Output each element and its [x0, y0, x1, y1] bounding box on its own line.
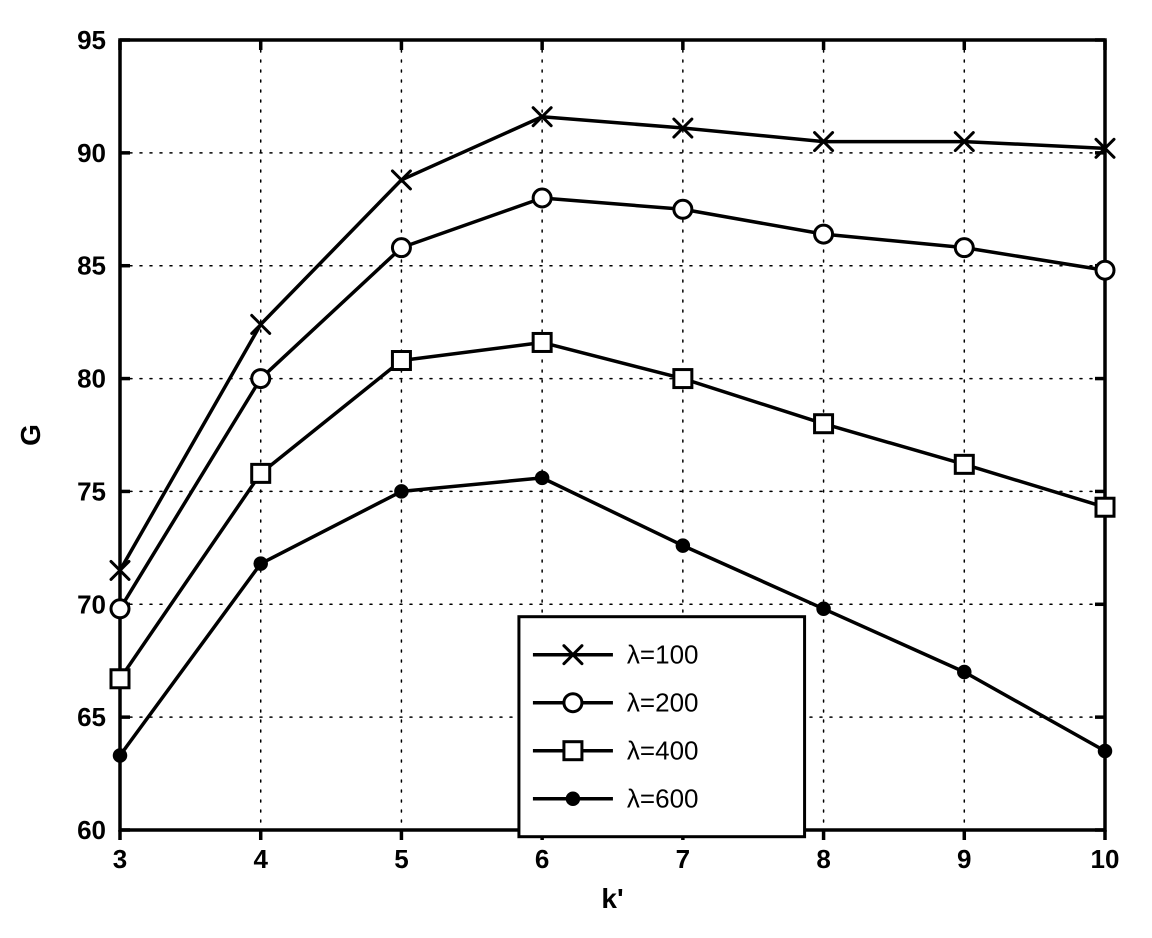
y-tick-label: 65: [77, 702, 106, 732]
y-tick-label: 75: [77, 476, 106, 506]
line-chart: 3456789106065707580859095k'Gλ=100λ=200λ=…: [0, 0, 1152, 938]
y-tick-label: 70: [77, 589, 106, 619]
y-tick-label: 60: [77, 815, 106, 845]
x-tick-label: 5: [394, 844, 408, 874]
y-tick-label: 95: [77, 25, 106, 55]
x-tick-label: 7: [676, 844, 690, 874]
legend-label: λ=400: [627, 736, 699, 766]
x-tick-label: 6: [535, 844, 549, 874]
legend-label: λ=200: [627, 688, 699, 718]
x-tick-label: 9: [957, 844, 971, 874]
x-tick-label: 10: [1091, 844, 1120, 874]
legend-label: λ=600: [627, 784, 699, 814]
x-tick-label: 4: [253, 844, 268, 874]
y-tick-label: 80: [77, 364, 106, 394]
y-tick-label: 90: [77, 138, 106, 168]
x-axis-label: k': [601, 883, 623, 914]
x-tick-label: 3: [113, 844, 127, 874]
y-axis-label: G: [15, 424, 46, 446]
y-tick-label: 85: [77, 251, 106, 281]
x-tick-label: 8: [816, 844, 830, 874]
legend-label: λ=100: [627, 640, 699, 670]
chart-container: 3456789106065707580859095k'Gλ=100λ=200λ=…: [0, 0, 1152, 938]
legend: λ=100 λ=200 λ=400 λ=600: [519, 617, 805, 837]
